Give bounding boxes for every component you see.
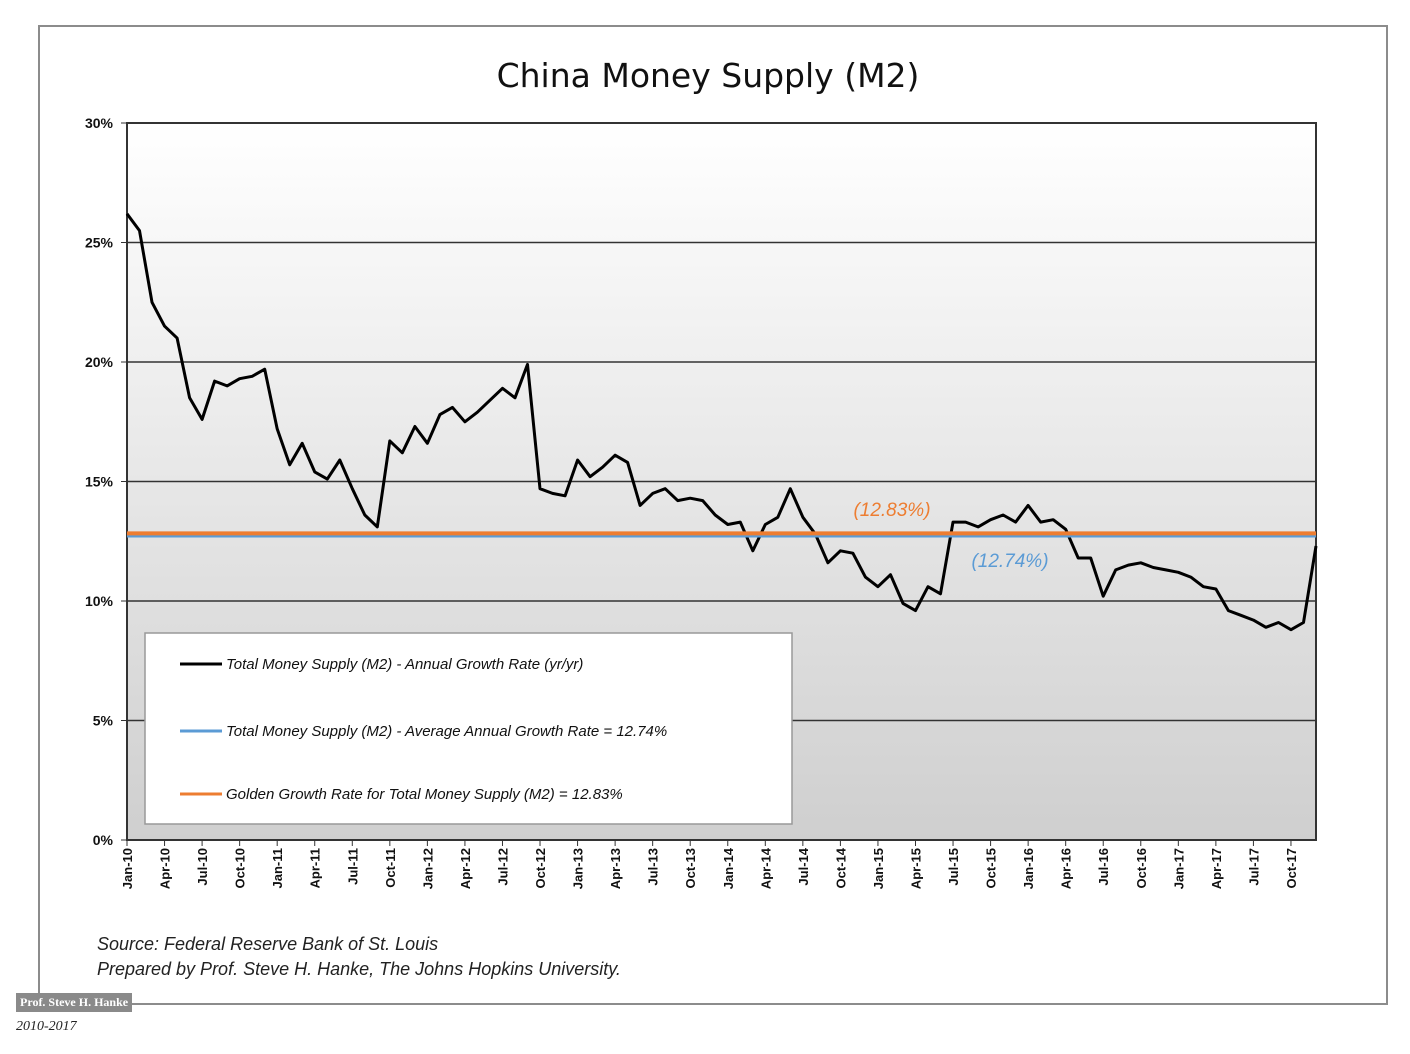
x-tick-label: Oct-12 (533, 848, 548, 888)
legend: Total Money Supply (M2) - Annual Growth … (144, 632, 793, 825)
y-tick-label: 15% (85, 474, 114, 490)
x-tick-label: Jan-13 (571, 848, 586, 889)
x-tick-label: Jul-15 (946, 848, 961, 886)
x-tick-label: Oct-10 (233, 848, 248, 888)
y-tick-label: 5% (93, 713, 114, 729)
x-tick-label: Apr-11 (308, 848, 323, 888)
x-axis-ticks: Jan-10 Apr-10 Jul-10 Oct-10 Jan-11 Apr-11 Jul-… (120, 840, 1299, 889)
x-tick-label: Jan-17 (1171, 848, 1186, 889)
x-tick-label: Jul-12 (495, 848, 510, 886)
y-tick-label: 25% (85, 235, 114, 251)
y-tick-label: 0% (93, 832, 114, 848)
source-line-1: Source: Federal Reserve Bank of St. Loui… (97, 934, 438, 954)
x-tick-label: Jul-13 (646, 848, 661, 886)
chart-title: China Money Supply (M2) (497, 56, 920, 95)
x-tick-label: Oct-11 (383, 848, 398, 888)
x-tick-label: Oct-14 (833, 847, 848, 888)
x-tick-label: Jan-12 (420, 848, 435, 889)
x-tick-label: Jul-11 (345, 848, 360, 885)
x-tick-label: Oct-17 (1284, 848, 1299, 888)
author-stamp: Prof. Steve H. Hanke (16, 993, 133, 1012)
legend-label-average: Total Money Supply (M2) - Average Annual… (226, 723, 667, 740)
annotation-golden: (12.83%) (853, 500, 930, 521)
x-tick-label: Oct-15 (984, 848, 999, 888)
y-tick-label: 30% (85, 115, 114, 131)
legend-box (144, 632, 793, 825)
x-tick-label: Oct-16 (1134, 848, 1149, 888)
x-tick-label: Apr-17 (1209, 848, 1224, 889)
x-tick-label: Jan-16 (1021, 848, 1036, 889)
annual-growth-line (125, 212, 1318, 632)
x-tick-label: Apr-15 (908, 848, 923, 889)
x-tick-label: Apr-13 (608, 848, 623, 889)
y-tick-label: 20% (85, 354, 114, 370)
series-layer (125, 212, 1318, 632)
x-tick-label: Jul-14 (796, 847, 811, 885)
legend-label-annual: Total Money Supply (M2) - Annual Growth … (226, 656, 583, 673)
x-tick-label: Jan-14 (721, 847, 736, 889)
x-tick-label: Jul-17 (1246, 848, 1261, 886)
y-axis-ticks: 0% 5% 10% 15% 20% 25% 30% (85, 115, 127, 848)
x-tick-label: Jan-10 (120, 848, 135, 889)
x-tick-label: Jul-16 (1096, 848, 1111, 886)
x-tick-label: Apr-16 (1059, 848, 1074, 889)
source-line-2: Prepared by Prof. Steve H. Hanke, The Jo… (97, 959, 621, 979)
x-tick-label: Apr-14 (758, 847, 773, 889)
x-tick-label: Apr-12 (458, 848, 473, 889)
x-tick-label: Jan-11 (270, 848, 285, 888)
x-tick-label: Jan-15 (871, 848, 886, 889)
year-range-caption: 2010-2017 (16, 1019, 77, 1034)
x-tick-label: Jul-10 (195, 848, 210, 886)
annotation-average: (12.74%) (971, 551, 1048, 572)
x-tick-label: Oct-13 (683, 848, 698, 888)
y-tick-label: 10% (85, 593, 114, 609)
legend-label-golden: Golden Growth Rate for Total Money Suppl… (226, 786, 623, 803)
x-tick-label: Apr-10 (158, 848, 173, 889)
